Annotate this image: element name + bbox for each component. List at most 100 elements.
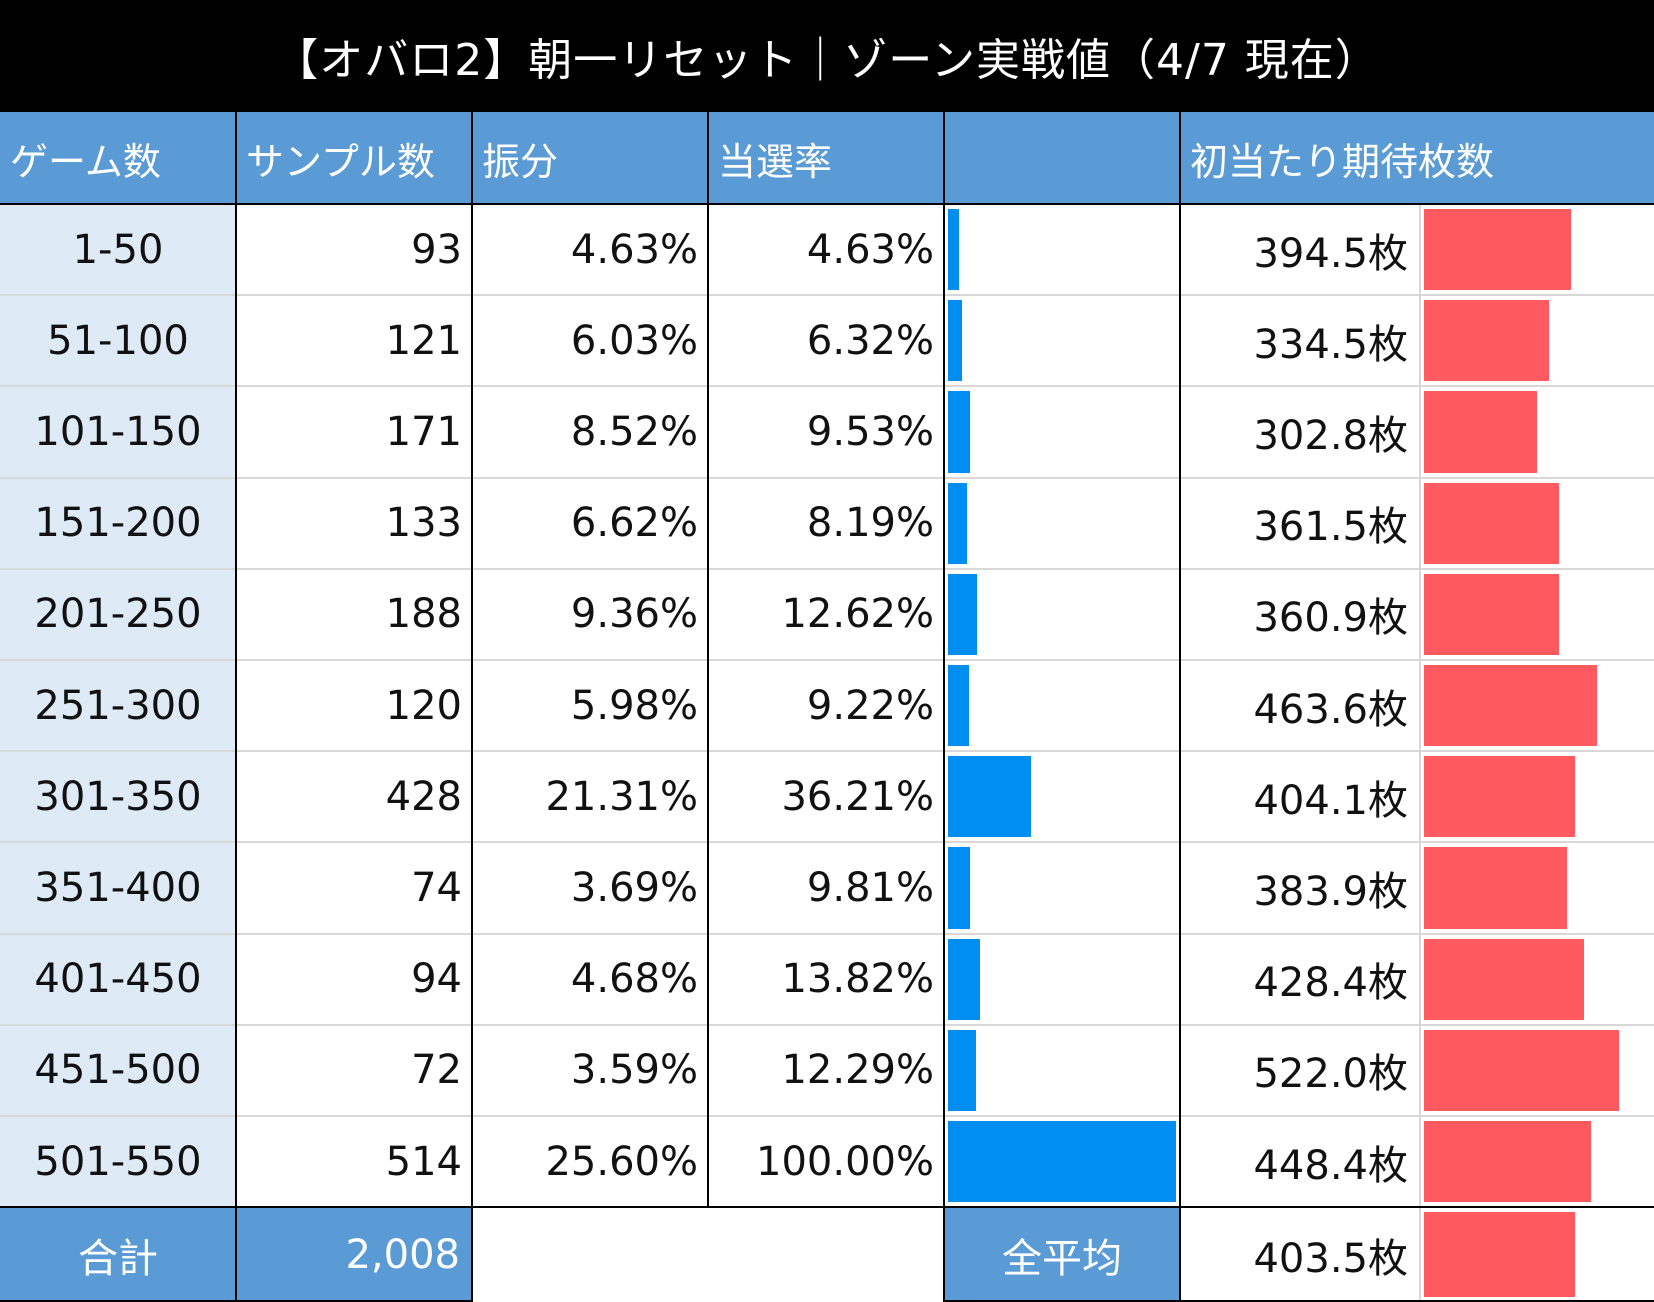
win-rate-bar bbox=[948, 482, 967, 564]
win-rate-bar-cell bbox=[944, 842, 1180, 934]
expected-coins-bar bbox=[1424, 1121, 1592, 1203]
row-divider bbox=[0, 659, 1654, 661]
zone-label: 1-50 bbox=[0, 204, 236, 296]
column-divider bbox=[943, 112, 945, 1208]
expected-coins-bar-cell bbox=[1420, 933, 1654, 1025]
win-rate-bar bbox=[948, 847, 971, 929]
expected-coins-bar bbox=[1424, 391, 1538, 473]
win-rate-bar-cell bbox=[944, 204, 1180, 296]
row-divider bbox=[0, 750, 1654, 753]
expected-coins-bar-cell bbox=[1420, 1116, 1654, 1208]
sample-count: 93 bbox=[236, 204, 472, 296]
win-rate-bar bbox=[948, 1029, 977, 1111]
sample-count: 514 bbox=[236, 1116, 472, 1208]
distribution-value: 9.36% bbox=[472, 568, 708, 660]
column-divider bbox=[943, 1207, 945, 1302]
header-win-rate-bar bbox=[944, 112, 1180, 204]
win-rate-value: 8.19% bbox=[708, 477, 944, 569]
expected-coins-bar bbox=[1424, 209, 1572, 291]
expected-coins-value: 383.9枚 bbox=[1180, 842, 1420, 934]
header-divider bbox=[0, 203, 1654, 205]
expected-coins-value: 428.4枚 bbox=[1180, 933, 1420, 1025]
footer-blank bbox=[472, 1207, 944, 1302]
expected-coins-bar-cell bbox=[1420, 842, 1654, 934]
zone-label: 501-550 bbox=[0, 1116, 236, 1208]
row-divider bbox=[0, 841, 1654, 844]
win-rate-bar-cell bbox=[944, 751, 1180, 843]
sample-count: 428 bbox=[236, 751, 472, 843]
win-rate-value: 9.81% bbox=[708, 842, 944, 934]
zone-table: ゲーム数 サンプル数 振分 当選率 初当たり期待枚数 1-50 93 4.63% 4.63% 39… bbox=[0, 112, 1654, 1302]
expected-coins-bar bbox=[1424, 938, 1584, 1020]
distribution-value: 4.63% bbox=[472, 204, 708, 296]
sample-count: 188 bbox=[236, 568, 472, 660]
total-label: 合計 bbox=[0, 1207, 236, 1302]
zone-label: 251-300 bbox=[0, 660, 236, 752]
win-rate-bar bbox=[948, 391, 970, 473]
row-divider bbox=[0, 294, 1654, 297]
distribution-value: 6.62% bbox=[472, 477, 708, 569]
win-rate-value: 4.63% bbox=[708, 204, 944, 296]
win-rate-bar-cell bbox=[944, 295, 1180, 387]
row-divider bbox=[0, 1023, 1654, 1026]
row-divider bbox=[0, 567, 1654, 570]
sample-count: 120 bbox=[236, 660, 472, 752]
expected-coins-value: 394.5枚 bbox=[1180, 204, 1420, 296]
expected-coins-bar bbox=[1424, 482, 1559, 564]
distribution-value: 25.60% bbox=[472, 1116, 708, 1208]
header-samples: サンプル数 bbox=[236, 112, 472, 204]
sample-count: 171 bbox=[236, 386, 472, 478]
expected-coins-bar-cell bbox=[1420, 295, 1654, 387]
total-samples: 2,008 bbox=[236, 1207, 472, 1302]
average-label: 全平均 bbox=[944, 1207, 1180, 1302]
expected-coins-value: 522.0枚 bbox=[1180, 1024, 1420, 1116]
expected-coins-value: 334.5枚 bbox=[1180, 295, 1420, 387]
column-divider bbox=[1419, 204, 1421, 1302]
zone-label: 401-450 bbox=[0, 933, 236, 1025]
sample-count: 133 bbox=[236, 477, 472, 569]
expected-coins-bar bbox=[1424, 300, 1549, 382]
expected-coins-value: 448.4枚 bbox=[1180, 1116, 1420, 1208]
header-win-rate: 当選率 bbox=[708, 112, 944, 204]
win-rate-bar bbox=[948, 209, 959, 291]
expected-coins-bar-cell bbox=[1420, 386, 1654, 478]
win-rate-bar-cell bbox=[944, 660, 1180, 752]
win-rate-bar bbox=[948, 756, 1031, 838]
average-coins-bar-cell bbox=[1420, 1207, 1654, 1302]
win-rate-bar-cell bbox=[944, 933, 1180, 1025]
column-divider bbox=[235, 112, 237, 1208]
win-rate-value: 12.29% bbox=[708, 1024, 944, 1116]
column-divider bbox=[471, 1207, 473, 1302]
expected-coins-bar bbox=[1424, 847, 1568, 929]
win-rate-bar bbox=[948, 1121, 1176, 1203]
column-divider bbox=[1179, 112, 1181, 1208]
average-coins-value: 403.5枚 bbox=[1180, 1207, 1420, 1302]
zone-label: 201-250 bbox=[0, 568, 236, 660]
page-title: 【オバロ2】朝一リセット｜ゾーン実戦値（4/7 現在） bbox=[0, 0, 1654, 112]
expected-coins-bar-cell bbox=[1420, 1024, 1654, 1116]
sample-count: 72 bbox=[236, 1024, 472, 1116]
expected-coins-value: 360.9枚 bbox=[1180, 568, 1420, 660]
header-games: ゲーム数 bbox=[0, 112, 236, 204]
expected-coins-bar bbox=[1424, 665, 1598, 747]
row-divider bbox=[0, 385, 1654, 388]
expected-coins-value: 361.5枚 bbox=[1180, 477, 1420, 569]
zone-label: 101-150 bbox=[0, 386, 236, 478]
win-rate-value: 100.00% bbox=[708, 1116, 944, 1208]
win-rate-bar-cell bbox=[944, 386, 1180, 478]
expected-coins-bar-cell bbox=[1420, 477, 1654, 569]
column-divider bbox=[471, 112, 473, 1208]
win-rate-bar-cell bbox=[944, 1024, 1180, 1116]
zone-label: 51-100 bbox=[0, 295, 236, 387]
sample-count: 74 bbox=[236, 842, 472, 934]
expected-coins-bar-cell bbox=[1420, 660, 1654, 752]
distribution-value: 21.31% bbox=[472, 751, 708, 843]
win-rate-bar bbox=[948, 665, 970, 747]
win-rate-bar-cell bbox=[944, 477, 1180, 569]
distribution-value: 3.69% bbox=[472, 842, 708, 934]
row-divider bbox=[0, 476, 1654, 479]
expected-coins-value: 404.1枚 bbox=[1180, 751, 1420, 843]
expected-coins-bar bbox=[1424, 1029, 1619, 1111]
sample-count: 121 bbox=[236, 295, 472, 387]
win-rate-value: 13.82% bbox=[708, 933, 944, 1025]
